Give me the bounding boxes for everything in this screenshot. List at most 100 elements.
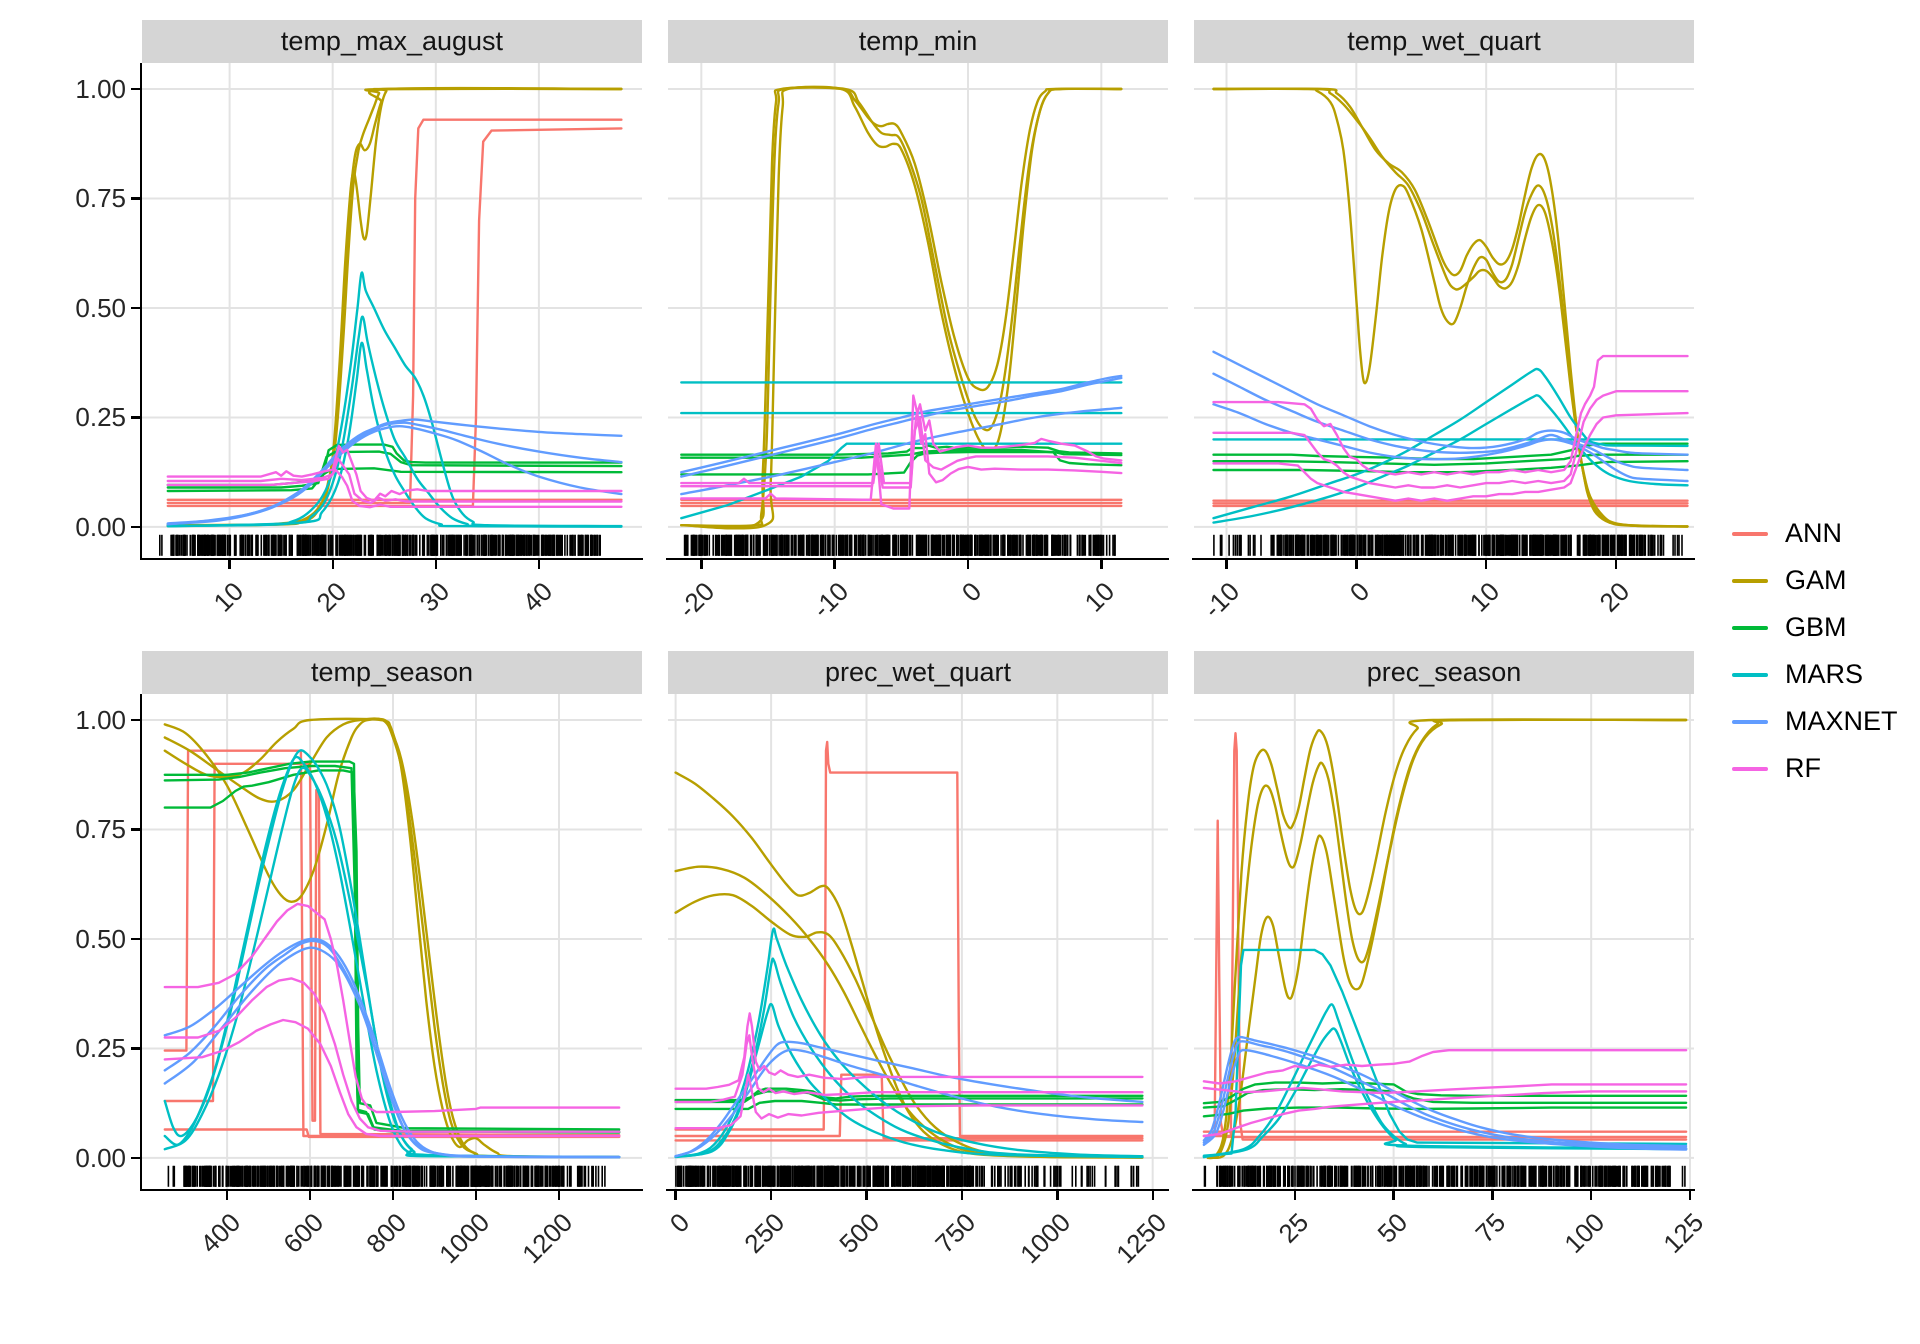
x-axis-line: [1192, 1189, 1695, 1192]
legend-item-mars: MARS: [1732, 651, 1920, 698]
x-tick-label: 50: [1371, 1207, 1413, 1249]
y-axis-line: [140, 63, 143, 560]
rug-marks: [675, 1165, 1140, 1187]
y-axis-tick: [131, 828, 140, 831]
curve-MARS: [1202, 1003, 1688, 1158]
x-axis-tick: [1100, 560, 1103, 569]
curve-GAM: [163, 717, 621, 1159]
facet-strip-temp_wet_quart: temp_wet_quart: [1194, 20, 1694, 63]
curve-GAM: [1206, 718, 1688, 1160]
curve-RF: [1202, 1049, 1688, 1085]
legend-label-mars: MARS: [1785, 659, 1864, 689]
curve-RF: [163, 977, 621, 1133]
facet-panel-temp_max_august: [142, 63, 642, 560]
x-axis-tick: [674, 1191, 677, 1200]
x-axis-tick: [474, 1191, 478, 1200]
curve-RF: [163, 1018, 621, 1138]
x-axis-tick: [1355, 560, 1358, 569]
curve-GAM: [1210, 718, 1688, 1160]
curve-RF: [680, 416, 1123, 489]
curve-RF: [674, 1034, 1144, 1104]
legend-key-line-mars: [1732, 672, 1768, 677]
legend: ANN GAM GBM MARS MAXNET RF: [1732, 510, 1920, 792]
x-tick-label: 1200: [516, 1207, 579, 1270]
x-axis-line: [1192, 558, 1695, 561]
curve-MAXNET: [1212, 372, 1689, 472]
y-tick-label: 0.75: [75, 183, 126, 214]
x-axis-tick: [1590, 1191, 1593, 1200]
y-axis-tick: [131, 416, 140, 419]
curve-MAXNET: [163, 946, 621, 1159]
curve-GAM: [1212, 87, 1689, 528]
curve-RF: [166, 457, 623, 505]
curve-MAXNET: [674, 1040, 1144, 1158]
curve-GAM: [163, 717, 621, 1159]
curve-ANN: [166, 118, 623, 505]
y-axis-tick: [131, 306, 140, 310]
x-axis-tick: [228, 560, 231, 569]
y-tick-label: 0.25: [75, 1033, 126, 1064]
y-axis-tick: [131, 1156, 140, 1160]
curve-MARS: [166, 315, 623, 528]
y-tick-label: 0.75: [75, 814, 126, 845]
x-axis-tick: [1491, 1191, 1494, 1200]
y-tick-label: 0.50: [75, 923, 126, 954]
curve-GAM: [680, 86, 1123, 530]
facet-panel-prec_wet_quart: [668, 694, 1168, 1191]
y-axis-tick: [131, 1047, 140, 1050]
x-tick-label: 600: [277, 1207, 330, 1259]
y-tick-label: 1.00: [75, 705, 126, 735]
curve-MAXNET: [1212, 350, 1689, 456]
y-axis-tick: [131, 197, 140, 200]
curve-GAM: [680, 86, 1123, 528]
curve-MAXNET: [1202, 1048, 1688, 1151]
y-tick-label: 0.00: [75, 1142, 126, 1173]
curve-RF: [163, 902, 621, 1114]
facet-strip-temp_max_august: temp_max_august: [142, 20, 642, 63]
x-axis-tick: [308, 1191, 312, 1200]
legend-key-line-ann: [1732, 531, 1768, 536]
x-tick-label: 400: [194, 1207, 247, 1259]
curve-MARS: [1202, 948, 1688, 1157]
facet-strip-prec_season: prec_season: [1194, 651, 1694, 694]
curve-RF: [680, 394, 1123, 510]
x-axis-tick: [966, 560, 970, 569]
facet-panel-prec_season: [1194, 694, 1694, 1191]
y-tick-label: 0.25: [75, 402, 126, 433]
x-axis-tick: [537, 560, 541, 569]
curve-MARS: [680, 442, 1123, 520]
curve-MAXNET: [166, 425, 623, 526]
x-axis-line: [666, 1189, 1169, 1192]
curve-MAXNET: [674, 1048, 1144, 1158]
x-axis-tick: [1392, 1191, 1395, 1200]
y-axis-line: [140, 694, 143, 1191]
x-axis-tick: [1151, 1191, 1154, 1200]
rug-marks: [158, 534, 602, 556]
x-axis-tick: [1293, 1191, 1296, 1200]
curve-MAXNET: [680, 376, 1123, 478]
legend-label-maxnet: MAXNET: [1785, 706, 1898, 736]
x-tick-label: 250: [738, 1207, 791, 1259]
facet-panel-temp_wet_quart: [1194, 63, 1694, 560]
facet-strip-temp_season: temp_season: [142, 651, 642, 694]
x-axis-tick: [700, 560, 703, 569]
x-axis-line: [140, 558, 643, 561]
legend-item-ann: ANN: [1732, 510, 1920, 557]
x-axis-tick: [833, 560, 836, 569]
x-axis-tick: [769, 1191, 773, 1200]
x-tick-label: 125: [1657, 1207, 1710, 1259]
curve-MAXNET: [1212, 403, 1689, 483]
curve-MAXNET: [1202, 1040, 1688, 1150]
x-axis-tick: [557, 1191, 561, 1200]
curve-RF: [1202, 1090, 1688, 1138]
x-axis-tick: [331, 560, 334, 569]
rug-marks: [683, 534, 1116, 556]
legend-label-gam: GAM: [1785, 565, 1847, 595]
curve-GBM: [674, 1099, 1144, 1111]
facet-panel-temp_min: [668, 63, 1168, 560]
curve-ANN: [674, 740, 1144, 1138]
y-tick-label: 0.00: [75, 511, 126, 542]
curve-RF: [1212, 390, 1689, 489]
y-axis-tick: [131, 937, 140, 941]
rug-marks: [1213, 534, 1683, 556]
